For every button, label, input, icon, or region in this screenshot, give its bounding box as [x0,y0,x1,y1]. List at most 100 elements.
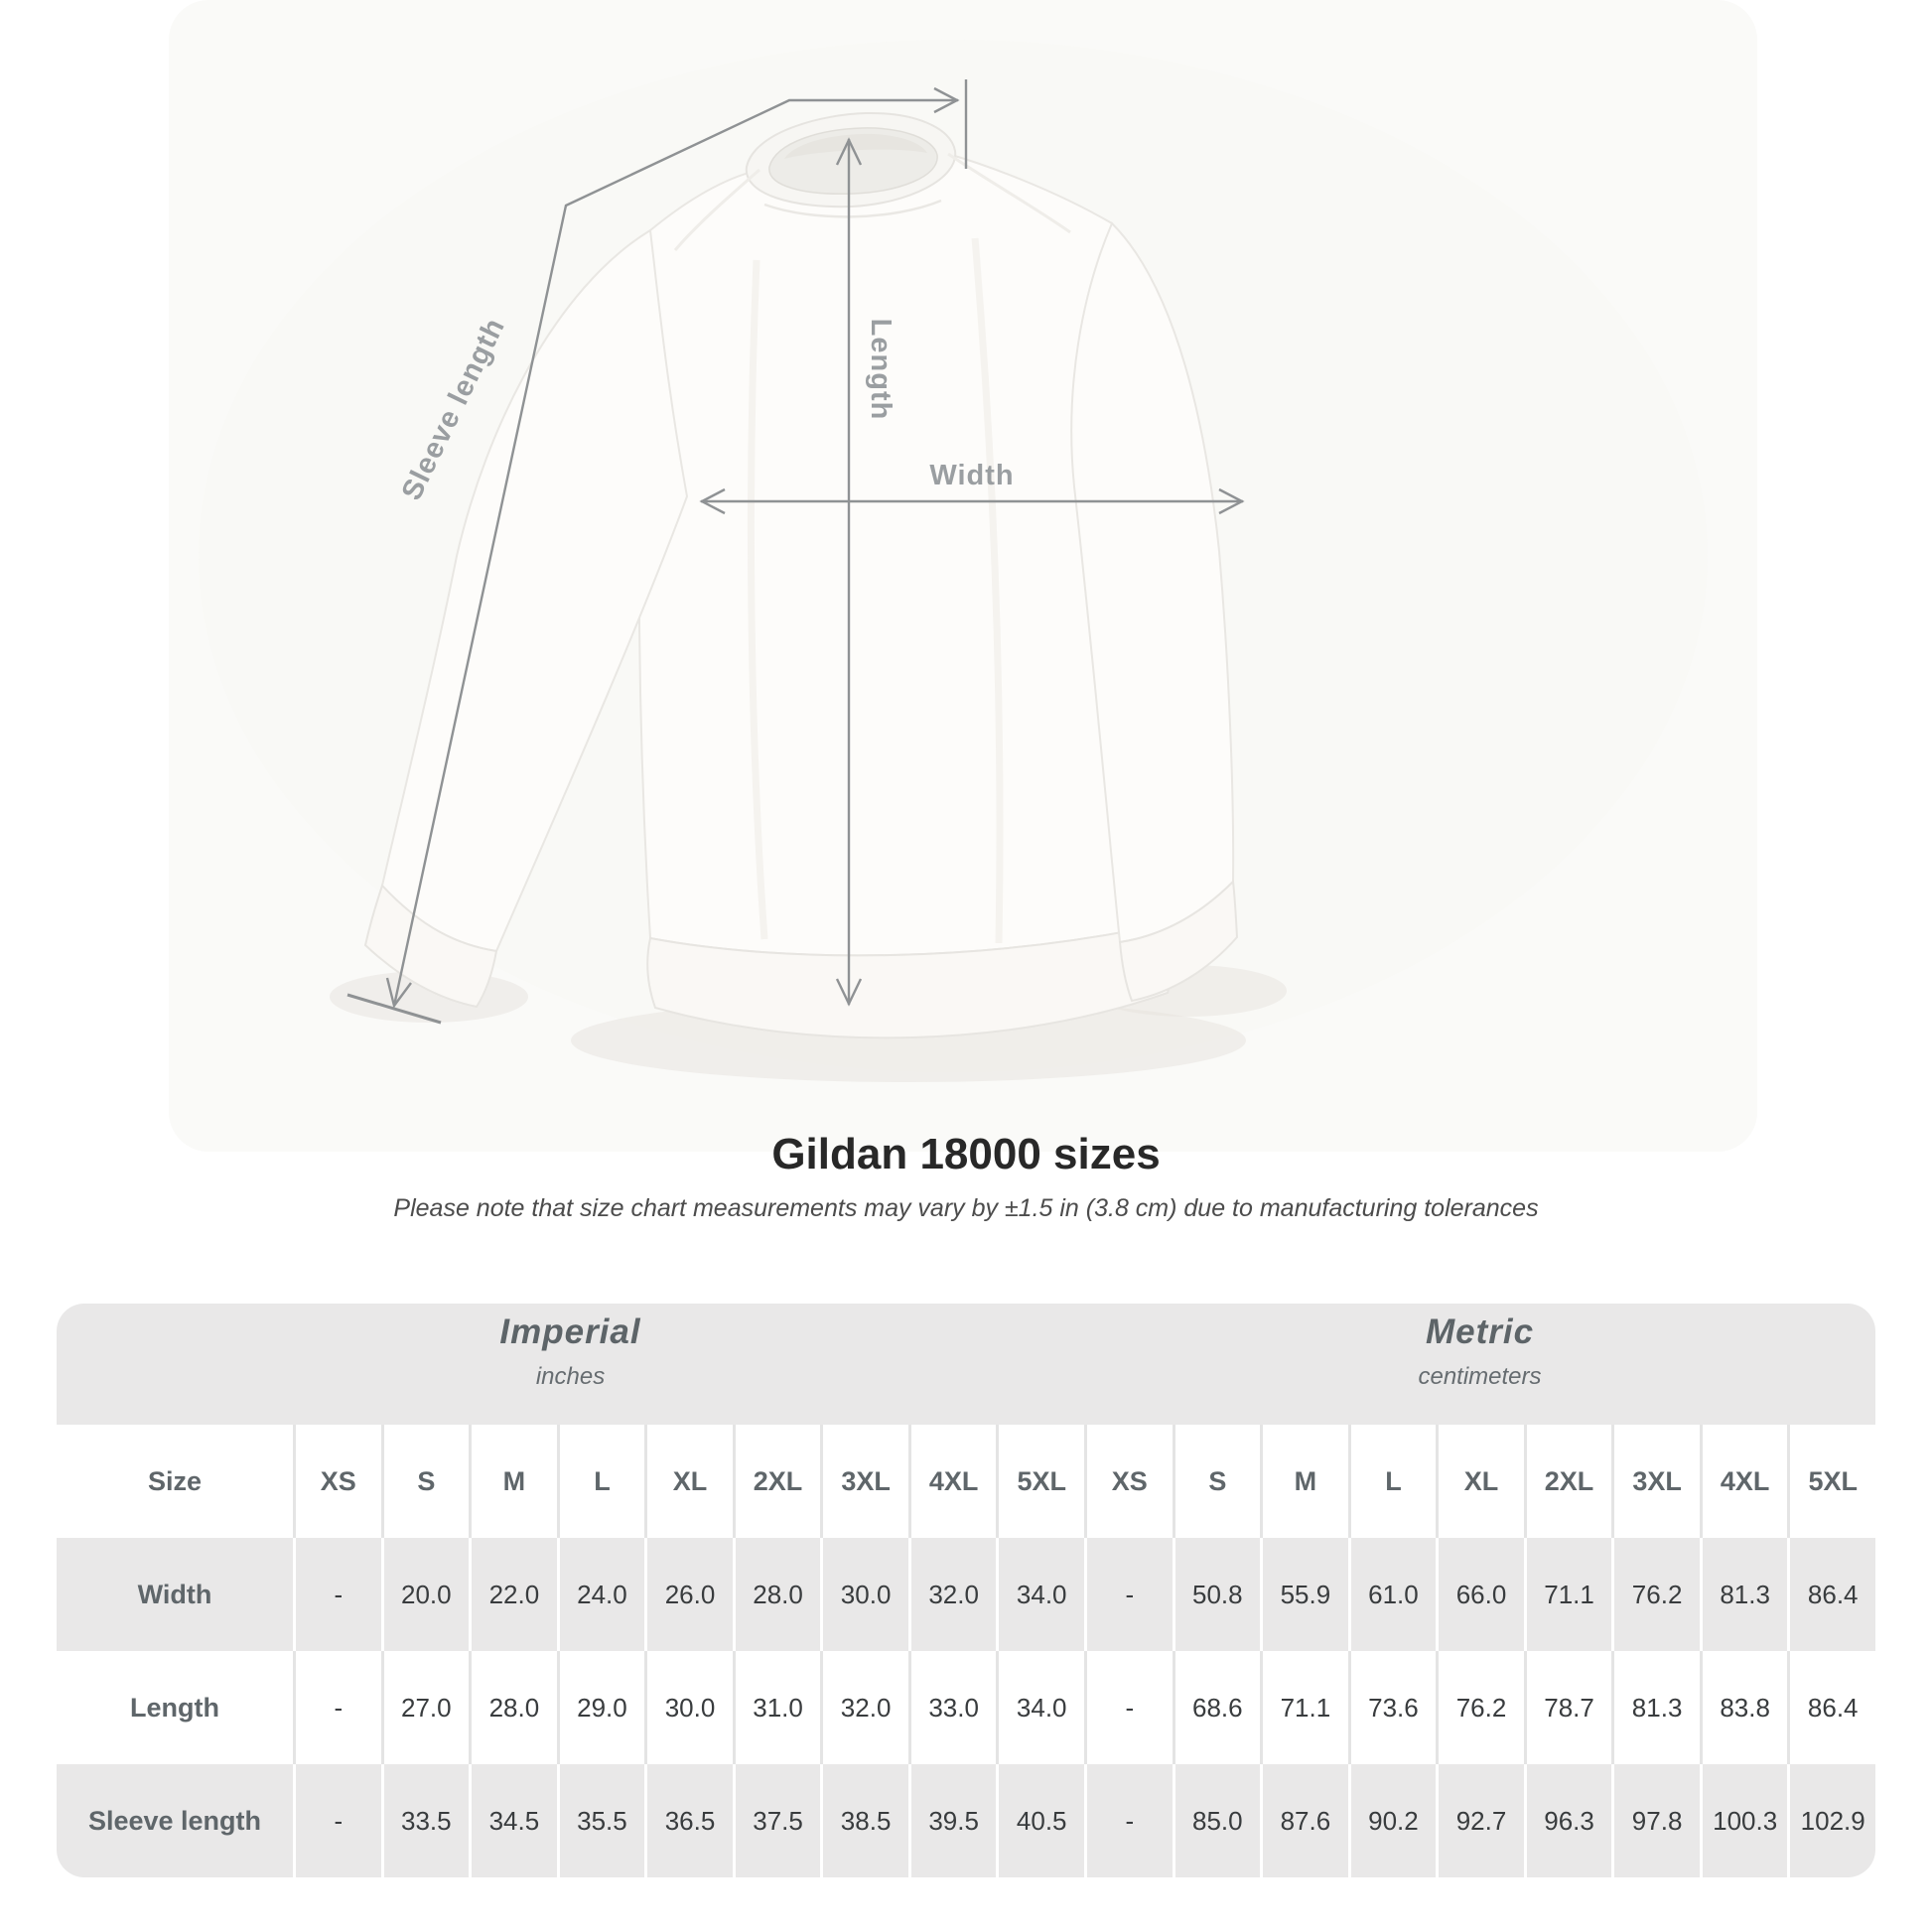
right-shoulder-seam [947,152,1071,234]
value-cell: 90.2 [1347,1764,1437,1877]
value-cell: - [1084,1538,1173,1651]
length-bottom-arrowhead [835,978,863,1007]
metric-title: Metric [1425,1311,1535,1351]
value-cell: 32.0 [907,1538,997,1651]
row-label: Width [57,1538,293,1651]
value-cell: 32.0 [820,1651,908,1764]
left-shoulder-seam [673,168,760,251]
product-diagram: Sleeve length Length Width [330,79,1287,1082]
value-cell: 31.0 [732,1651,821,1764]
value-cell: 66.0 [1436,1538,1524,1651]
width-label: Width [929,460,1014,491]
sleeve-length-end-tick [346,993,442,1025]
value-cell: - [293,1538,381,1651]
size-column-header: Size [57,1425,293,1538]
size-header-cell: 2XL [1523,1425,1612,1538]
size-header-cell: L [1347,1425,1437,1538]
size-header-cell: XL [644,1425,733,1538]
value-cell: 83.8 [1699,1651,1788,1764]
hem-band [646,921,1173,1039]
value-cell: 39.5 [907,1764,997,1877]
value-cell: 37.5 [732,1764,821,1877]
metric-group-header: Metric centimeters [1084,1304,1875,1425]
size-header-cell: 4XL [1699,1425,1788,1538]
value-cell: 81.3 [1611,1651,1700,1764]
value-cell: 33.5 [380,1764,470,1877]
size-header-cell: XS [1084,1425,1173,1538]
value-cell: 26.0 [644,1538,733,1651]
left-cuff [363,884,498,1009]
value-cell: 71.1 [1260,1651,1348,1764]
value-cell: - [293,1651,381,1764]
value-cell: 71.1 [1523,1538,1612,1651]
value-cell: 34.0 [996,1651,1084,1764]
value-cell: - [1084,1764,1173,1877]
heading-block: Gildan 18000 sizes Please note that size… [0,1130,1932,1223]
value-cell: 78.7 [1523,1651,1612,1764]
imperial-title: Imperial [499,1311,641,1351]
value-cell: 76.2 [1611,1538,1700,1651]
sweatshirt-measurement-diagram: Sleeve length Length Width [330,79,1287,1082]
value-cell: - [293,1764,381,1877]
collar-inner-shadow [784,133,927,159]
size-header-cell: 4XL [907,1425,997,1538]
value-cell: 68.6 [1172,1651,1261,1764]
sleeve-length-line [392,98,958,1007]
page-title: Gildan 18000 sizes [771,1130,1161,1178]
value-cell: 100.3 [1699,1764,1788,1877]
collar-stitch-seam [763,199,942,218]
value-cell: 86.4 [1787,1651,1875,1764]
size-header-cell: 2XL [732,1425,821,1538]
size-header-cell: S [1172,1425,1261,1538]
value-cell: 35.5 [556,1764,645,1877]
imperial-unit: inches [535,1362,606,1390]
metric-unit: centimeters [1418,1362,1542,1390]
size-header-cell: XL [1436,1425,1524,1538]
size-header-cell: M [1260,1425,1348,1538]
value-cell: 28.0 [732,1538,821,1651]
value-cell: 34.5 [469,1764,557,1877]
value-cell: 28.0 [469,1651,557,1764]
value-cell: 73.6 [1347,1651,1437,1764]
size-header-cell: 5XL [1787,1425,1875,1538]
right-cuff [1118,879,1239,1003]
value-cell: 76.2 [1436,1651,1524,1764]
value-cell: 92.7 [1436,1764,1524,1877]
sleeve-length-top-arrowhead [933,86,960,114]
size-header-cell: L [556,1425,645,1538]
value-cell: 38.5 [820,1764,908,1877]
body-fold-right [971,237,1004,944]
size-header-cell: 3XL [820,1425,908,1538]
sleeve-length-end-arrowhead [385,977,412,1009]
length-label: Length [865,319,897,421]
value-cell: 33.0 [907,1651,997,1764]
value-cell: 102.9 [1787,1764,1875,1877]
value-cell: 96.3 [1523,1764,1612,1877]
size-header-cell: 5XL [996,1425,1084,1538]
value-cell: 55.9 [1260,1538,1348,1651]
tolerance-note: Please note that size chart measurements… [393,1193,1539,1222]
row-label: Sleeve length [57,1764,293,1877]
value-cell: 27.0 [380,1651,470,1764]
value-cell: 30.0 [820,1538,908,1651]
value-cell: 20.0 [380,1538,470,1651]
value-cell: 86.4 [1787,1538,1875,1651]
length-top-arrowhead [835,137,863,166]
value-cell: 85.0 [1172,1764,1261,1877]
row-label: Length [57,1651,293,1764]
value-cell: 29.0 [556,1651,645,1764]
body-fold-left [747,259,768,940]
value-cell: - [1084,1651,1173,1764]
value-cell: 61.0 [1347,1538,1437,1651]
value-cell: 87.6 [1260,1764,1348,1877]
value-cell: 97.8 [1611,1764,1700,1877]
size-table: Imperial inches Metric centimeters Size X… [57,1304,1875,1877]
value-cell: 24.0 [556,1538,645,1651]
value-cell: 22.0 [469,1538,557,1651]
width-right-arrowhead [1218,487,1245,515]
width-left-arrowhead [699,487,726,515]
size-header-cell: 3XL [1611,1425,1700,1538]
imperial-group-header: Imperial inches [57,1304,1084,1425]
size-header-cell: XS [293,1425,381,1538]
size-header-cell: S [380,1425,470,1538]
